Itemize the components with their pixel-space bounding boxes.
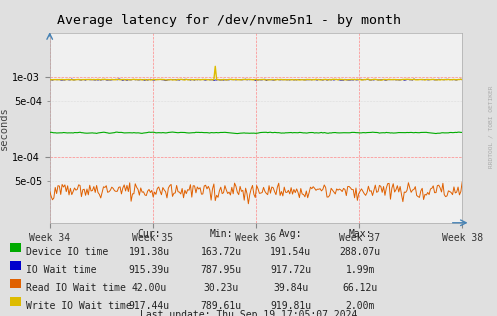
Text: Device IO time: Device IO time <box>26 247 108 257</box>
Text: IO Wait time: IO Wait time <box>26 265 96 275</box>
Text: 787.95u: 787.95u <box>201 265 242 275</box>
Text: 915.39u: 915.39u <box>129 265 169 275</box>
Text: Cur:: Cur: <box>137 229 161 239</box>
Text: Last update: Thu Sep 19 17:05:07 2024: Last update: Thu Sep 19 17:05:07 2024 <box>140 310 357 316</box>
Text: Average latency for /dev/nvme5n1 - by month: Average latency for /dev/nvme5n1 - by mo… <box>57 14 401 27</box>
Text: 191.54u: 191.54u <box>270 247 311 257</box>
Text: 1.99m: 1.99m <box>345 265 375 275</box>
Text: 66.12u: 66.12u <box>343 283 378 293</box>
Text: 191.38u: 191.38u <box>129 247 169 257</box>
Text: Write IO Wait time: Write IO Wait time <box>26 301 132 311</box>
Text: 288.07u: 288.07u <box>340 247 381 257</box>
Text: Read IO Wait time: Read IO Wait time <box>26 283 126 293</box>
Text: Avg:: Avg: <box>279 229 303 239</box>
Text: 917.72u: 917.72u <box>270 265 311 275</box>
Text: 2.00m: 2.00m <box>345 301 375 311</box>
Text: 42.00u: 42.00u <box>132 283 166 293</box>
Text: 30.23u: 30.23u <box>204 283 239 293</box>
Text: Min:: Min: <box>209 229 233 239</box>
Text: 917.44u: 917.44u <box>129 301 169 311</box>
Y-axis label: seconds: seconds <box>0 106 9 150</box>
Text: 789.61u: 789.61u <box>201 301 242 311</box>
Text: 39.84u: 39.84u <box>273 283 308 293</box>
Text: RRDTOOL / TOBI OETIKER: RRDTOOL / TOBI OETIKER <box>489 85 494 168</box>
Text: Max:: Max: <box>348 229 372 239</box>
Text: 163.72u: 163.72u <box>201 247 242 257</box>
Text: 919.81u: 919.81u <box>270 301 311 311</box>
